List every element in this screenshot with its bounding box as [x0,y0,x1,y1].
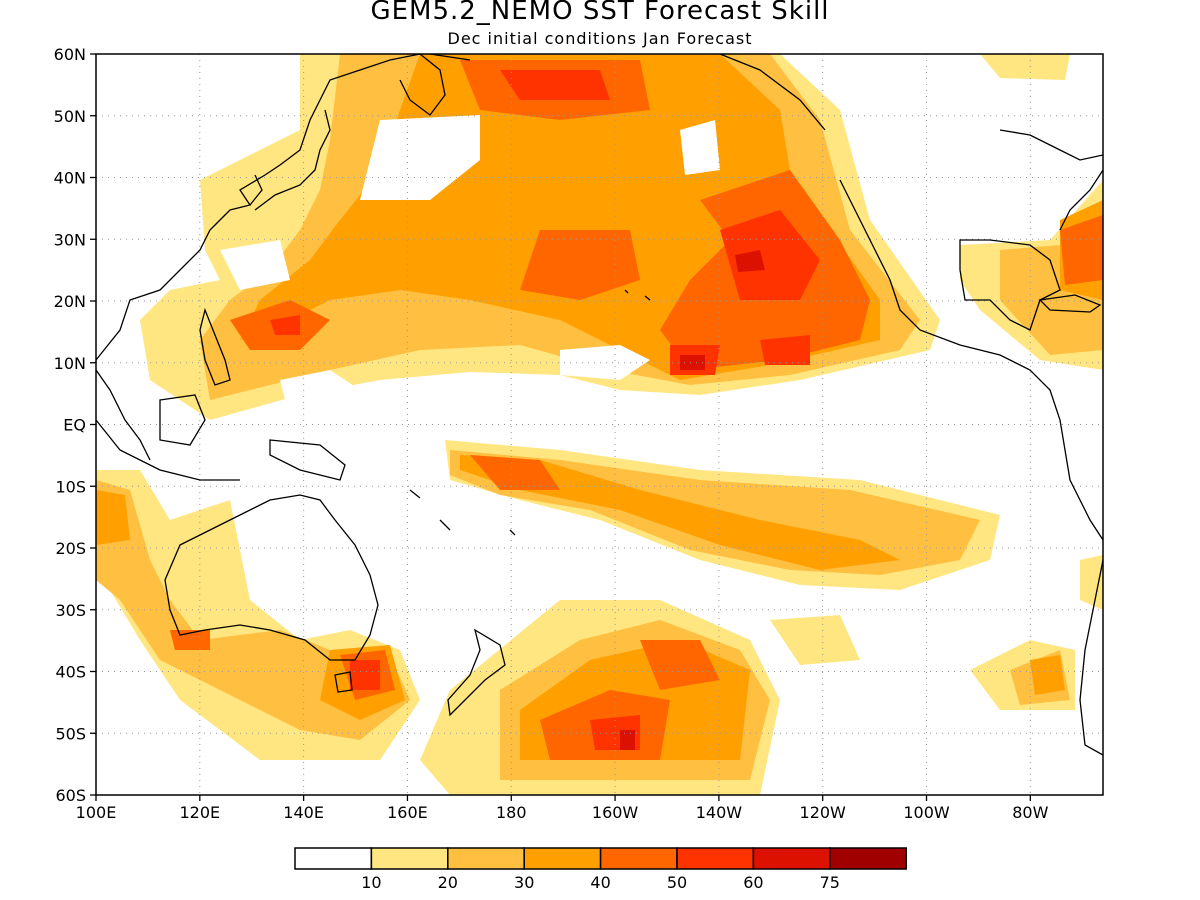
lat-label: 40S [55,663,86,682]
legend-swatch [599,847,678,870]
korea-coastline [249,174,263,206]
legend-swatch [829,847,907,870]
coastlines [96,54,1103,756]
gulf-coastline [959,239,1061,331]
legend-label: 40 [590,873,610,892]
legend-swatch [676,847,755,870]
borneo-coastline [159,394,206,446]
legend-label: 75 [820,873,840,892]
legend-swatch [370,847,449,870]
japan-coastline [254,109,331,211]
asia-coastline [96,54,421,361]
australia-coastline [164,494,379,661]
new-guinea-coastline [269,439,346,481]
hawaii-coastline [624,289,651,301]
legend-swatch [752,847,831,870]
kamchatka-coastline [399,54,446,116]
lon-label: 120W [800,803,847,822]
tasmania-coastline [334,671,353,693]
legend-swatch [447,847,525,870]
legend-label: 50 [667,873,687,892]
color-legend: 10 20 30 40 50 60 75 [294,847,907,892]
lat-label: 60S [55,786,86,805]
lon-label: 120E [179,803,220,822]
east-coast-coastline [1059,169,1103,231]
lat-label: 60N [54,45,86,64]
map-subtitle: Dec initial conditions Jan Forecast [447,29,753,48]
legend-swatch [523,847,602,870]
lon-label: 80W [1012,803,1048,822]
new-zealand-coastline [447,628,506,717]
pacific-islands-coastline [409,489,516,536]
lat-label: 10S [55,477,86,496]
lat-label: 50N [54,107,86,126]
map-title: GEM5.2_NEMO SST Forecast Skill [370,0,830,26]
philippines-coastline [199,307,231,386]
lon-label: 140W [696,803,743,822]
lon-label: 160W [592,803,639,822]
legend-label: 60 [743,873,763,892]
legend-label: 20 [438,873,458,892]
lat-label: 30N [54,230,86,249]
lat-label: 20S [55,539,86,558]
lon-label: 100E [76,803,117,822]
great-lakes-coastline [999,129,1103,161]
lat-label: 40N [54,169,86,188]
legend-label: 10 [361,873,381,892]
lat-label: 30S [55,601,86,620]
lat-label: EQ [63,416,86,435]
lon-label: 180 [496,803,527,822]
skill-gaps [220,115,720,405]
indochina-coastline [96,369,151,461]
lon-label: 100W [903,803,950,822]
lat-label: 10N [54,354,86,373]
indonesia-coastline [96,419,240,481]
south-america-coastline [1079,559,1103,756]
lat-label: 20N [54,292,86,311]
legend-swatch [294,847,373,870]
lon-label: 160E [387,803,428,822]
lon-label: 140E [283,803,324,822]
skill-level-60 [620,250,765,750]
north-america-west-coastline [839,179,1103,541]
skill-field [96,54,1103,795]
latitude-axis: 60N 50N 40N 30N 20N 10N EQ 10S 20S 30S 40S 50S 60S [54,45,96,805]
legend-label: 30 [514,873,534,892]
longitude-axis: 100E 120E 140E 160E 180 160W 140W 120W 100W 80W [76,795,1049,822]
alaska-coastline [719,54,826,131]
lat-label: 50S [55,724,86,743]
aleutian-coastline [429,54,471,61]
cuba-coastline [1038,294,1102,313]
